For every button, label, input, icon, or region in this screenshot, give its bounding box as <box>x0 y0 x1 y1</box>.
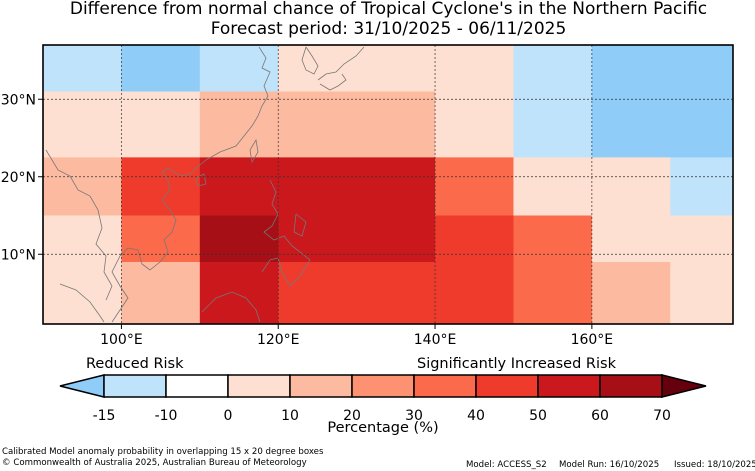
grid-cell <box>670 262 734 325</box>
colorbar-bin <box>475 374 539 398</box>
grid-cell <box>591 91 671 158</box>
axis-ticks: 100°E 120°E 140°E 160°E 10°N 20°N 30°N <box>1 92 613 348</box>
colorbar-tick-label: 10 <box>281 408 299 424</box>
lon-tick-label: 160°E <box>571 332 614 348</box>
grid-cell <box>278 262 358 325</box>
grid-cell <box>591 262 671 325</box>
colorbar-tick-label: 0 <box>224 408 233 424</box>
lat-tick-label: 20°N <box>1 170 36 186</box>
grid-cell <box>121 215 201 263</box>
grid-cell <box>356 215 436 263</box>
footer-issued: Issued: 18/10/2025 <box>674 460 755 470</box>
grid-cell <box>670 157 734 216</box>
footer-model: Model: ACCESS_S2 <box>466 460 547 470</box>
grid-cell <box>435 262 514 325</box>
china-vietnam-coastline <box>111 46 271 323</box>
grid-cell <box>199 157 279 216</box>
footer-description: Calibrated Model anomaly probability in … <box>2 447 324 457</box>
footer-model-run: Model Run: 16/10/2025 <box>559 460 660 470</box>
grid-cell <box>670 91 734 158</box>
grid-cell <box>435 91 514 158</box>
colorbar-tick-label: -15 <box>93 408 116 424</box>
grid-cell <box>435 157 514 216</box>
grid-cell <box>513 262 593 325</box>
colorbar-bin <box>165 374 229 398</box>
colorbar-bin <box>413 374 477 398</box>
colorbar-bin <box>599 374 663 398</box>
grid-cell <box>435 45 514 92</box>
grid-cell <box>278 215 358 263</box>
grid-cell <box>43 45 122 92</box>
colorbar-tick-label: 40 <box>467 408 485 424</box>
grid-cell <box>278 157 358 216</box>
increased-risk-label: Significantly Increased Risk <box>417 356 616 372</box>
grid-cell <box>121 157 201 216</box>
indochina-coastline <box>45 149 113 301</box>
japan-coastline <box>317 46 365 91</box>
korea-coastline <box>301 46 319 75</box>
grid-cell <box>43 215 122 263</box>
anomaly-grid <box>43 45 734 325</box>
grid-cell <box>199 215 279 263</box>
map-frame <box>42 44 734 325</box>
lat-tick-label: 10°N <box>1 247 36 263</box>
lat-tick-label: 30°N <box>1 92 36 108</box>
grid-cell <box>199 262 279 325</box>
taiwan-coastline <box>249 138 259 164</box>
grid-cell <box>513 91 593 158</box>
coastlines <box>45 46 365 323</box>
colorbar-bins <box>59 374 707 398</box>
colorbar-under-arrow <box>59 374 105 398</box>
lon-tick-label: 140°E <box>414 332 457 348</box>
colorbar-bin <box>227 374 291 398</box>
grid-cell <box>670 215 734 263</box>
grid-cell <box>513 215 593 263</box>
footer-copyright: © Commonwealth of Australia 2025, Austra… <box>2 458 307 468</box>
grid-cell <box>121 91 201 158</box>
colorbar-bin <box>537 374 601 398</box>
grid-cell <box>670 45 734 92</box>
colorbar-tick-label: -10 <box>155 408 178 424</box>
grid-cell <box>121 262 201 325</box>
grid-cell <box>513 45 593 92</box>
colorbar-bin <box>351 374 415 398</box>
colorbar-over-arrow <box>661 374 707 398</box>
grid-cell <box>591 215 671 263</box>
colorbar-bin <box>103 374 167 398</box>
grid-cell <box>121 45 201 92</box>
lon-tick-label: 120°E <box>257 332 300 348</box>
colorbar-ticks: -15 -10 0 10 20 30 40 50 60 70 <box>93 408 671 424</box>
graticule <box>43 45 733 324</box>
grid-cell <box>513 157 593 216</box>
title-line-2: Forecast period: 31/10/2025 - 06/11/2025 <box>210 19 567 39</box>
grid-cell <box>591 45 671 92</box>
colorbar-bin <box>289 374 353 398</box>
philippines-coastline <box>261 179 311 287</box>
grid-cell <box>278 45 358 92</box>
colorbar-label: Percentage (%) <box>327 420 439 436</box>
grid-cell <box>199 45 279 92</box>
colorbar-tick-label: 20 <box>343 408 361 424</box>
borneo-sumatra-coastline <box>59 283 261 323</box>
colorbar-tick-label: 60 <box>591 408 609 424</box>
grid-cell <box>356 45 436 92</box>
grid-cell <box>591 157 671 216</box>
grid-cell <box>435 215 514 263</box>
reduced-risk-label: Reduced Risk <box>86 356 184 372</box>
grid-cell <box>43 91 122 158</box>
colorbar-tick-label: 30 <box>405 408 423 424</box>
grid-cell <box>356 262 436 325</box>
hainan-coastline <box>195 173 207 187</box>
grid-cell <box>278 91 358 158</box>
grid-cell <box>199 91 279 158</box>
title-line-1: Difference from normal chance of Tropica… <box>69 0 708 19</box>
grid-cell <box>356 157 436 216</box>
colorbar-tick-label: 50 <box>529 408 547 424</box>
lon-tick-label: 100°E <box>100 332 143 348</box>
grid-cell <box>356 91 436 158</box>
colorbar-tick-label: 70 <box>653 408 671 424</box>
